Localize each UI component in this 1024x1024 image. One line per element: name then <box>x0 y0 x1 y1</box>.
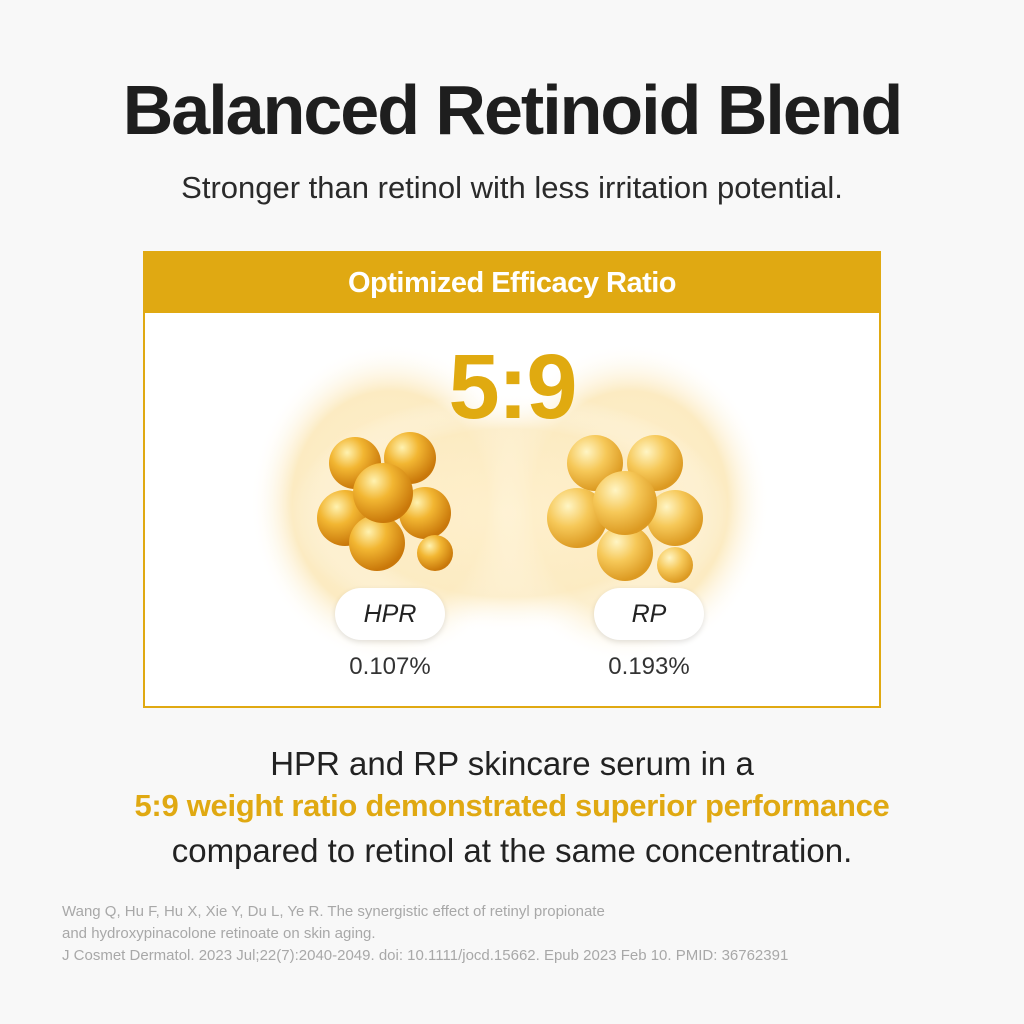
subtitle: Stronger than retinol with less irritati… <box>181 170 843 205</box>
body-text: HPR and RP skincare serum in a <box>270 745 754 782</box>
citation: and hydroxypinacolone retinoate on skin … <box>62 925 376 942</box>
ingredient-label: RP <box>594 588 704 640</box>
rp-molecule <box>547 435 703 583</box>
title: Balanced Retinoid Blend <box>122 71 904 149</box>
hpr-molecule <box>317 432 453 571</box>
ingredient-percent: 0.193% <box>608 653 690 680</box>
body-highlight: 5:9 weight ratio demonstrated superior p… <box>134 788 890 823</box>
illustration <box>250 343 770 663</box>
citation: J Cosmet Dermatol. 2023 Jul;22(7):2040-2… <box>62 947 789 964</box>
ratio-card: Optimized Efficacy Ratio <box>143 251 881 708</box>
card-header: Optimized Efficacy Ratio <box>145 253 879 313</box>
ingredient-label: HPR <box>335 588 445 640</box>
ratio: 5:9 <box>448 336 578 438</box>
citation: Wang Q, Hu F, Hu X, Xie Y, Du L, Ye R. T… <box>62 903 605 920</box>
body-text: compared to retinol at the same concentr… <box>171 832 853 869</box>
ingredient-percent: 0.107% <box>349 653 431 680</box>
